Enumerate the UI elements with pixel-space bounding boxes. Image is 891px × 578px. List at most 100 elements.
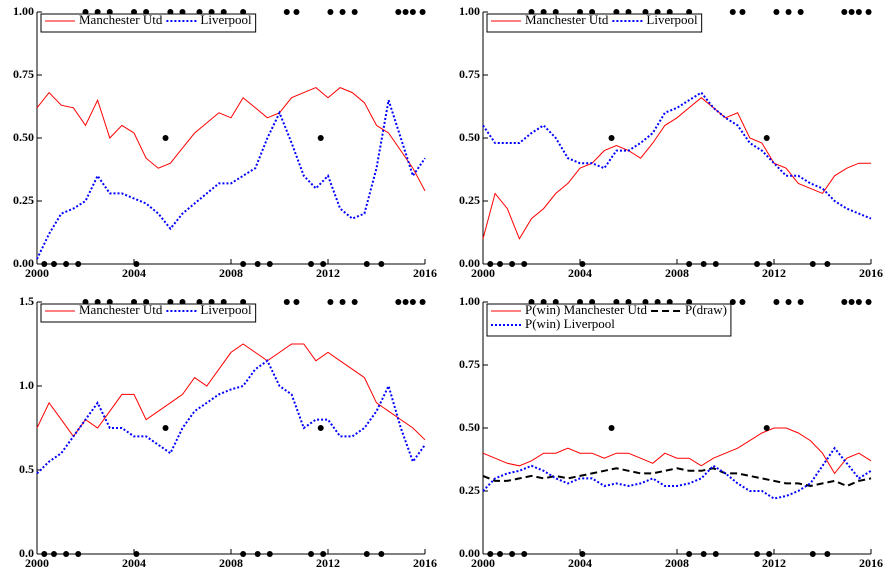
event-dot bbox=[50, 551, 57, 557]
event-dot bbox=[785, 9, 792, 15]
event-dot bbox=[608, 425, 615, 431]
event-dot bbox=[283, 9, 290, 15]
event-dot bbox=[351, 9, 358, 15]
y-tick-label: 0.5 bbox=[19, 462, 34, 476]
x-tick-label: 2012 bbox=[762, 556, 786, 570]
event-dot bbox=[409, 299, 416, 305]
event-dot bbox=[402, 9, 409, 15]
event-dot bbox=[41, 551, 48, 557]
event-dot bbox=[293, 299, 300, 305]
event-dot bbox=[509, 551, 516, 557]
x-tick-label: 2008 bbox=[665, 266, 689, 280]
series-line bbox=[482, 97, 871, 240]
event-dot bbox=[700, 261, 707, 267]
event-dot bbox=[133, 551, 140, 557]
event-dot bbox=[712, 261, 719, 267]
event-dot bbox=[75, 261, 82, 267]
event-dot bbox=[809, 261, 816, 267]
event-dot bbox=[824, 551, 831, 557]
event-dot bbox=[266, 261, 273, 267]
event-dot bbox=[521, 551, 528, 557]
event-dot bbox=[419, 299, 426, 305]
legend-label: Liverpool bbox=[200, 302, 252, 317]
event-dot bbox=[487, 261, 494, 267]
legend-label: Manchester Utd bbox=[525, 12, 609, 27]
event-dot bbox=[521, 261, 528, 267]
event-dot bbox=[729, 9, 736, 15]
x-tick-label: 2008 bbox=[219, 556, 243, 570]
event-dot bbox=[363, 551, 370, 557]
event-dot bbox=[75, 551, 82, 557]
event-dot bbox=[395, 299, 402, 305]
event-dot bbox=[320, 261, 327, 267]
y-tick-label: 0.25 bbox=[13, 193, 34, 207]
event-dot bbox=[254, 261, 261, 267]
x-tick-label: 2012 bbox=[316, 266, 340, 280]
x-tick-label: 2012 bbox=[762, 266, 786, 280]
event-dot bbox=[308, 261, 315, 267]
series-line bbox=[36, 87, 426, 192]
panel: 0.00 0.25 0.50 0.75 1.00 2000 2004 2008 2012 2016… bbox=[13, 4, 437, 280]
event-dot bbox=[865, 9, 872, 15]
y-tick-label: 0.00 bbox=[459, 256, 480, 270]
x-tick-label: 2008 bbox=[219, 266, 243, 280]
series-line bbox=[36, 343, 426, 441]
event-dot bbox=[266, 551, 273, 557]
y-tick-label: 1.5 bbox=[19, 294, 34, 308]
y-tick-label: 0.00 bbox=[459, 546, 480, 560]
x-tick-label: 2016 bbox=[413, 556, 437, 570]
event-dot bbox=[327, 299, 334, 305]
series-line bbox=[482, 467, 872, 488]
event-dot bbox=[785, 299, 792, 305]
event-dot bbox=[579, 261, 586, 267]
y-tick-label: 1.00 bbox=[459, 4, 480, 18]
y-tick-label: 0.00 bbox=[13, 256, 34, 270]
y-tick-label: 1.00 bbox=[459, 294, 480, 308]
legend-label: Manchester Utd bbox=[79, 12, 163, 27]
event-dot bbox=[809, 551, 816, 557]
event-dot bbox=[509, 261, 516, 267]
legend-frame bbox=[486, 13, 703, 33]
legend-label: Liverpool bbox=[646, 12, 698, 27]
series-line bbox=[36, 359, 426, 475]
x-tick-label: 2004 bbox=[568, 556, 592, 570]
y-tick-label: 0.75 bbox=[13, 67, 34, 81]
y-tick-label: 1.00 bbox=[13, 4, 34, 18]
panel: 0.00 0.25 0.50 0.75 1.00 2000 2004 2008 2012 2016… bbox=[459, 294, 883, 570]
event-dot bbox=[327, 9, 334, 15]
x-tick-label: 2016 bbox=[413, 266, 437, 280]
y-tick-label: 0.75 bbox=[459, 67, 480, 81]
event-dot bbox=[41, 261, 48, 267]
event-dot bbox=[240, 551, 247, 557]
event-dot bbox=[378, 551, 385, 557]
y-tick-label: 0.0 bbox=[19, 546, 34, 560]
series-line bbox=[36, 99, 426, 260]
event-dot bbox=[254, 551, 261, 557]
event-dot bbox=[317, 135, 324, 141]
event-dot bbox=[824, 261, 831, 267]
legend: Manchester Utd Liverpool bbox=[40, 12, 257, 33]
legend: Manchester Utd Liverpool bbox=[40, 302, 257, 323]
series-line bbox=[482, 91, 872, 220]
event-dot bbox=[841, 9, 848, 15]
x-tick-label: 2016 bbox=[859, 266, 883, 280]
y-tick-label: 1.0 bbox=[19, 378, 34, 392]
event-dot bbox=[686, 261, 693, 267]
event-dot bbox=[162, 135, 169, 141]
event-dot bbox=[773, 299, 780, 305]
event-dot bbox=[739, 299, 746, 305]
event-dot bbox=[841, 299, 848, 305]
event-dot bbox=[773, 9, 780, 15]
legend-frame bbox=[486, 303, 732, 337]
panel: 0.0 0.5 1.0 1.5 2000 2004 2008 2012 2016 Manchest… bbox=[19, 294, 437, 570]
event-dot bbox=[63, 551, 70, 557]
event-dot bbox=[308, 551, 315, 557]
x-tick-label: 2004 bbox=[122, 266, 146, 280]
legend-label: P(win) Manchester Utd bbox=[525, 302, 648, 317]
event-dot bbox=[848, 299, 855, 305]
legend: P(win) Manchester Utd P(draw) P(win) Liver… bbox=[486, 302, 732, 337]
x-tick-label: 2008 bbox=[665, 556, 689, 570]
event-dot bbox=[395, 9, 402, 15]
event-dot bbox=[608, 135, 615, 141]
